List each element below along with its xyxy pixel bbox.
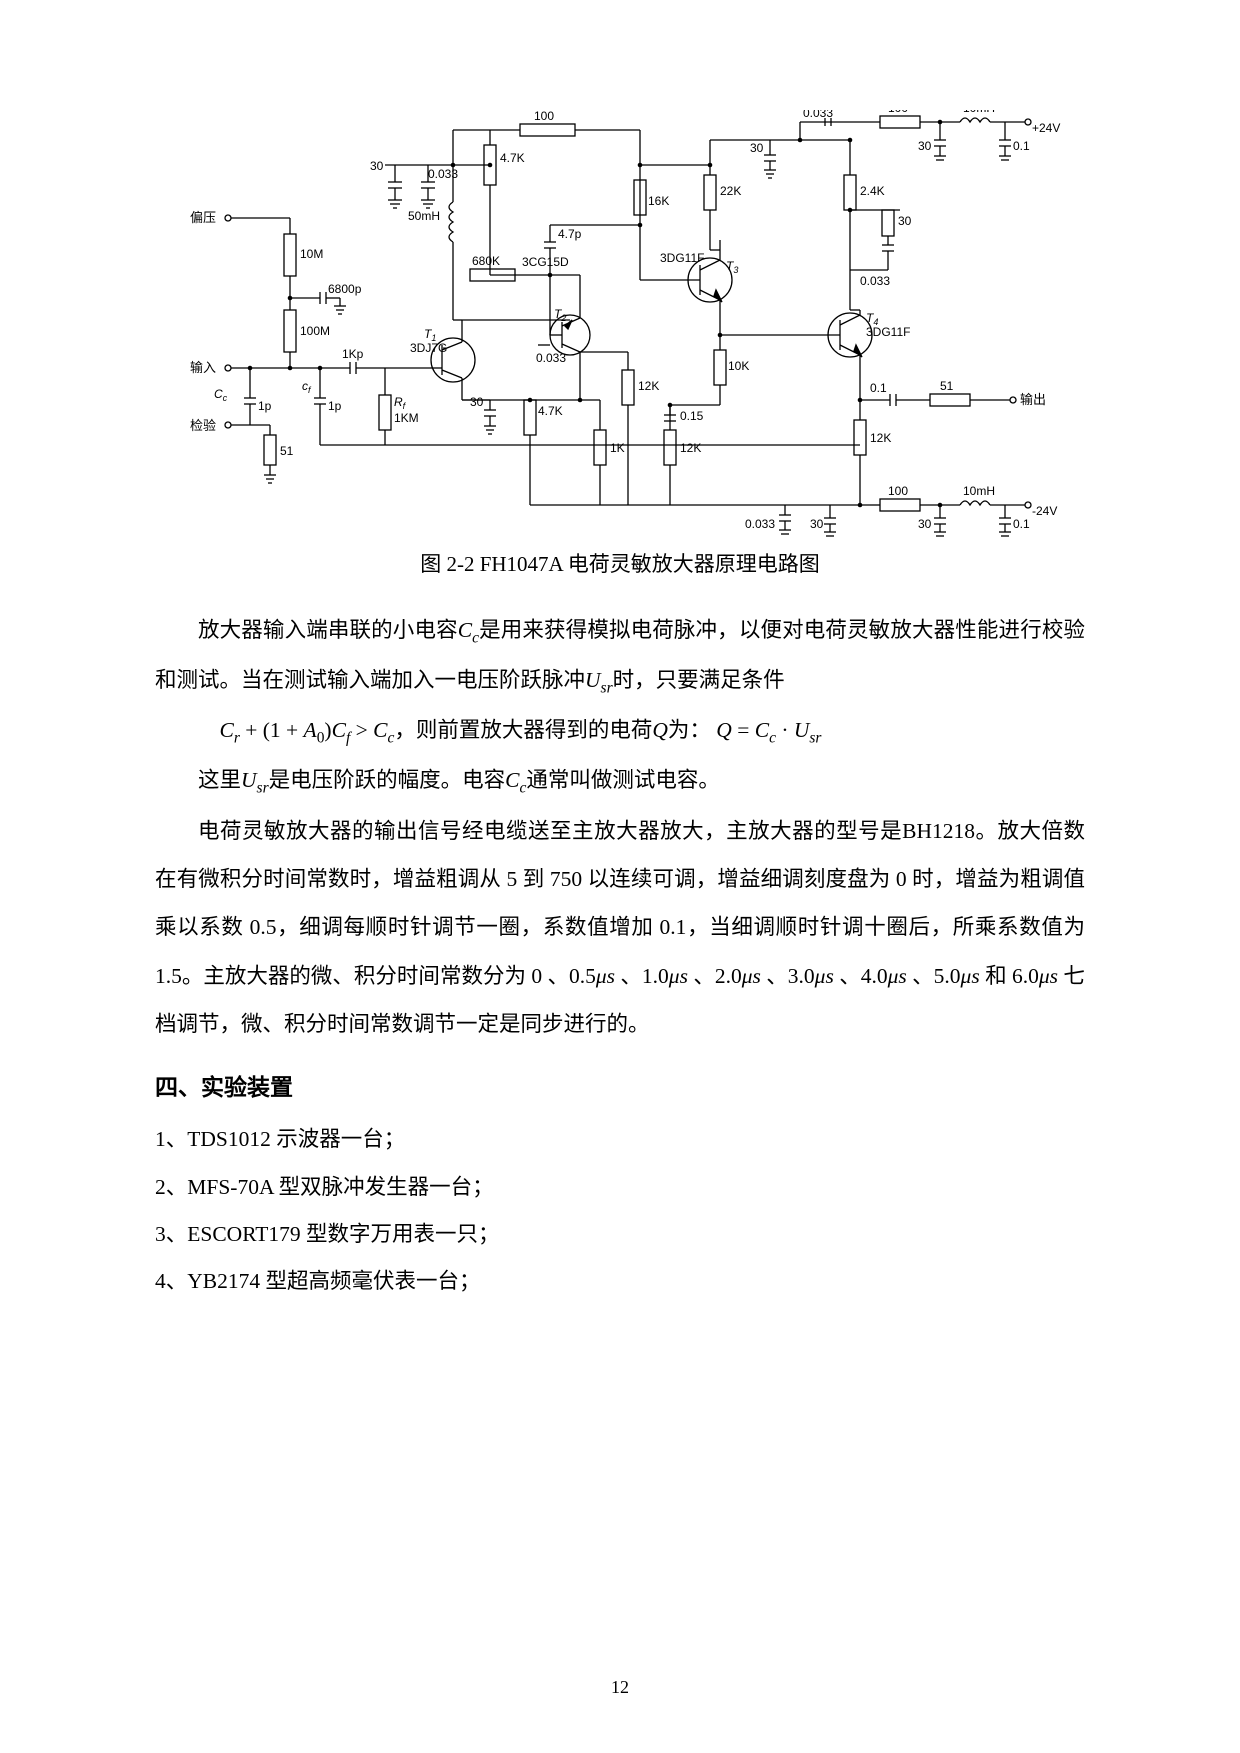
svg-text:T2: T2: [554, 307, 566, 323]
lbl-t3m: 3DG11F: [660, 251, 704, 265]
lbl-c30ba: 30: [810, 517, 824, 531]
lbl-r30b: 30: [898, 214, 912, 228]
lbl-cf-val: 1p: [328, 399, 342, 413]
lbl-c30tr: 30: [918, 139, 932, 153]
lbl-l10tr: 10mH: [963, 110, 995, 115]
lbl-r680k: 680K: [472, 254, 500, 268]
lbl-l10br: 10mH: [963, 484, 995, 498]
svg-text:Cc: Cc: [214, 387, 228, 403]
lbl-cc-val: 1p: [258, 399, 272, 413]
lbl-t4m: 3DG11F: [866, 325, 910, 339]
formula-line: Cr + (1 + A0)Cf > Cc，则前置放大器得到的电荷Q为： Q = …: [155, 706, 1085, 756]
paragraph-3: 电荷灵敏放大器的输出信号经电缆送至主放大器放大，主放大器的型号是BH1218。放…: [155, 807, 1085, 1049]
lbl-c01tr: 0.1: [1013, 139, 1030, 153]
lbl-c30-tl: 30: [370, 159, 384, 173]
lbl-r51b: 51: [940, 379, 954, 393]
circuit-svg: 30 0.033 100 4.7K: [170, 110, 1070, 540]
p1-prefix: 放大器输入端串联的小电容: [198, 618, 458, 642]
lbl-rf-val: 1KM: [394, 411, 419, 425]
lbl-c30a: 30: [470, 395, 484, 409]
lbl-t2c: 0.033: [536, 351, 566, 365]
section-4-heading: 四、实验装置: [155, 1068, 1085, 1102]
lbl-r16k: 16K: [648, 194, 669, 208]
formula-text: ，则前置放大器得到的电荷: [394, 718, 652, 742]
equipment-3: 3、ESCORT179 型数字万用表一只；: [155, 1211, 1085, 1258]
lbl-1kp: 1Kp: [342, 347, 364, 361]
formula-eq: 为：: [668, 718, 711, 742]
lbl-r47k: 4.7K: [500, 151, 525, 165]
lbl-r10k: 10K: [728, 359, 749, 373]
page-number: 12: [0, 1677, 1240, 1698]
lbl-l50: 50mH: [408, 209, 440, 223]
p2-mid: 是电压阶跃的幅度。电容: [269, 768, 506, 792]
lbl-c0033b: 0.033: [803, 110, 833, 120]
p1-suffix: 时，只要满足条件: [613, 668, 785, 692]
paragraph-1: 放大器输入端串联的小电容Cc是用来获得模拟电荷脉冲，以便对电荷灵敏放大器性能进行…: [155, 606, 1085, 706]
circuit-figure: 30 0.033 100 4.7K: [155, 110, 1085, 578]
lbl-c0033bot: 0.033: [745, 517, 775, 531]
lbl-c01a: 0.1: [870, 381, 887, 395]
lbl-r100br: 100: [888, 484, 908, 498]
lbl-p24: +24V: [1032, 121, 1060, 135]
p2-suffix: 通常叫做测试电容。: [526, 768, 720, 792]
lbl-c0033c: 0.033: [860, 274, 890, 288]
lbl-r10m: 10M: [300, 247, 323, 261]
lbl-t2m: 3CG15D: [522, 255, 569, 269]
equipment-2: 2、MFS-70A 型双脉冲发生器一台；: [155, 1164, 1085, 1211]
svg-text:T3: T3: [726, 259, 738, 275]
lbl-r47kb: 4.7K: [538, 404, 563, 418]
lbl-c0033-tl: 0.033: [428, 167, 458, 181]
paragraph-2: 这里Usr是电压阶跃的幅度。电容Cc通常叫做测试电容。: [155, 756, 1085, 806]
lbl-check: 检验: [190, 418, 216, 433]
lbl-input: 输入: [190, 360, 216, 375]
lbl-c01bot: 0.1: [1013, 517, 1030, 531]
lbl-r22k: 22K: [720, 184, 741, 198]
lbl-c30b: 30: [750, 141, 764, 155]
lbl-r12ka: 12K: [638, 379, 659, 393]
lbl-r100tr: 100: [888, 110, 908, 115]
equipment-1: 1、TDS1012 示波器一台；: [155, 1116, 1085, 1163]
p2-prefix: 这里: [198, 768, 241, 792]
lbl-c015: 0.15: [680, 409, 704, 423]
lbl-r1ka: 1K: [610, 441, 625, 455]
svg-text:Rf: Rf: [394, 395, 407, 411]
lbl-c47p: 4.7p: [558, 227, 582, 241]
lbl-t1m: 3DJ7G: [410, 341, 447, 355]
lbl-c30bb: 30: [918, 517, 932, 531]
lbl-m24: -24V: [1032, 504, 1057, 518]
lbl-r51a: 51: [280, 444, 294, 458]
lbl-r24k: 2.4K: [860, 184, 885, 198]
lbl-c6800: 6800p: [328, 282, 362, 296]
lbl-output: 输出: [1020, 392, 1046, 407]
lbl-r12kb: 12K: [680, 441, 701, 455]
figure-caption: 图 2-2 FH1047A 电荷灵敏放大器原理电路图: [155, 548, 1085, 578]
equipment-4: 4、YB2174 型超高频毫伏表一台；: [155, 1258, 1085, 1305]
lbl-bias: 偏压: [190, 210, 216, 225]
lbl-r12kc: 12K: [870, 431, 891, 445]
svg-text:cf: cf: [302, 379, 312, 395]
lbl-r100m: 100M: [300, 324, 330, 338]
lbl-r100-top: 100: [534, 110, 554, 123]
